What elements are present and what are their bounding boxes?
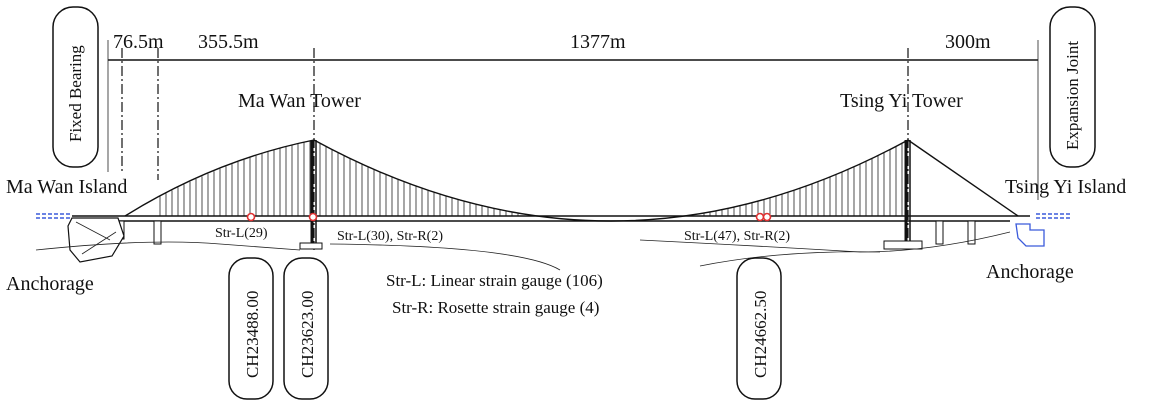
side-cable-left bbox=[124, 139, 315, 217]
ma-wan-tower bbox=[299, 140, 323, 250]
anchorage-right-block bbox=[1015, 223, 1045, 247]
main-cable bbox=[313, 139, 909, 222]
gauge-marker-1 bbox=[246, 212, 256, 222]
gauge-marker-2 bbox=[308, 212, 318, 222]
ma-wan-island-label: Ma Wan Island bbox=[6, 176, 127, 198]
sensor-label-1: Str-L(29) bbox=[215, 226, 268, 241]
sensor-label-3: Str-L(47), Str-R(2) bbox=[684, 229, 790, 244]
ch24662-label: CH24662.50 bbox=[751, 291, 770, 378]
ch24662-box bbox=[736, 257, 782, 400]
legend-line-2: Str-R: Rosette strain gauge (4) bbox=[392, 298, 599, 317]
ch23488-box bbox=[228, 257, 274, 400]
ch23623-label: CH23623.00 bbox=[298, 291, 317, 378]
ground-profile bbox=[35, 231, 1011, 271]
expansion-joint-box bbox=[1049, 6, 1096, 168]
tsing-yi-tower-label: Tsing Yi Tower bbox=[840, 90, 963, 112]
water-left bbox=[36, 213, 72, 219]
fixed-bearing-box bbox=[52, 6, 99, 168]
gauge-marker-3a bbox=[755, 212, 765, 222]
expansion-joint-label: Expansion Joint bbox=[1063, 41, 1082, 150]
water-right bbox=[1036, 213, 1070, 219]
dimension-76-5: 76.5m bbox=[113, 31, 164, 53]
tsing-yi-tower bbox=[883, 140, 923, 250]
anchorage-left-block bbox=[67, 217, 125, 263]
side-cable-right bbox=[907, 139, 1019, 217]
gauge-marker-3b bbox=[762, 212, 772, 222]
ch23623-box bbox=[283, 257, 329, 400]
ma-wan-tower-label: Ma Wan Tower bbox=[238, 90, 361, 112]
dimension-1377: 1377m bbox=[570, 31, 626, 53]
hangers bbox=[159, 140, 903, 216]
anchorage-left-label: Anchorage bbox=[6, 273, 94, 295]
fixed-bearing-label: Fixed Bearing bbox=[66, 45, 85, 142]
dimension-300: 300m bbox=[945, 31, 991, 53]
tsing-yi-island-label: Tsing Yi Island bbox=[1005, 176, 1126, 198]
deck bbox=[72, 215, 1030, 222]
dimension-355-5: 355.5m bbox=[198, 31, 259, 53]
ch23488-label: CH23488.00 bbox=[243, 291, 262, 378]
sensor-label-2: Str-L(30), Str-R(2) bbox=[337, 229, 443, 244]
anchorage-right-label: Anchorage bbox=[986, 261, 1074, 283]
legend-line-1: Str-L: Linear strain gauge (106) bbox=[386, 271, 603, 290]
